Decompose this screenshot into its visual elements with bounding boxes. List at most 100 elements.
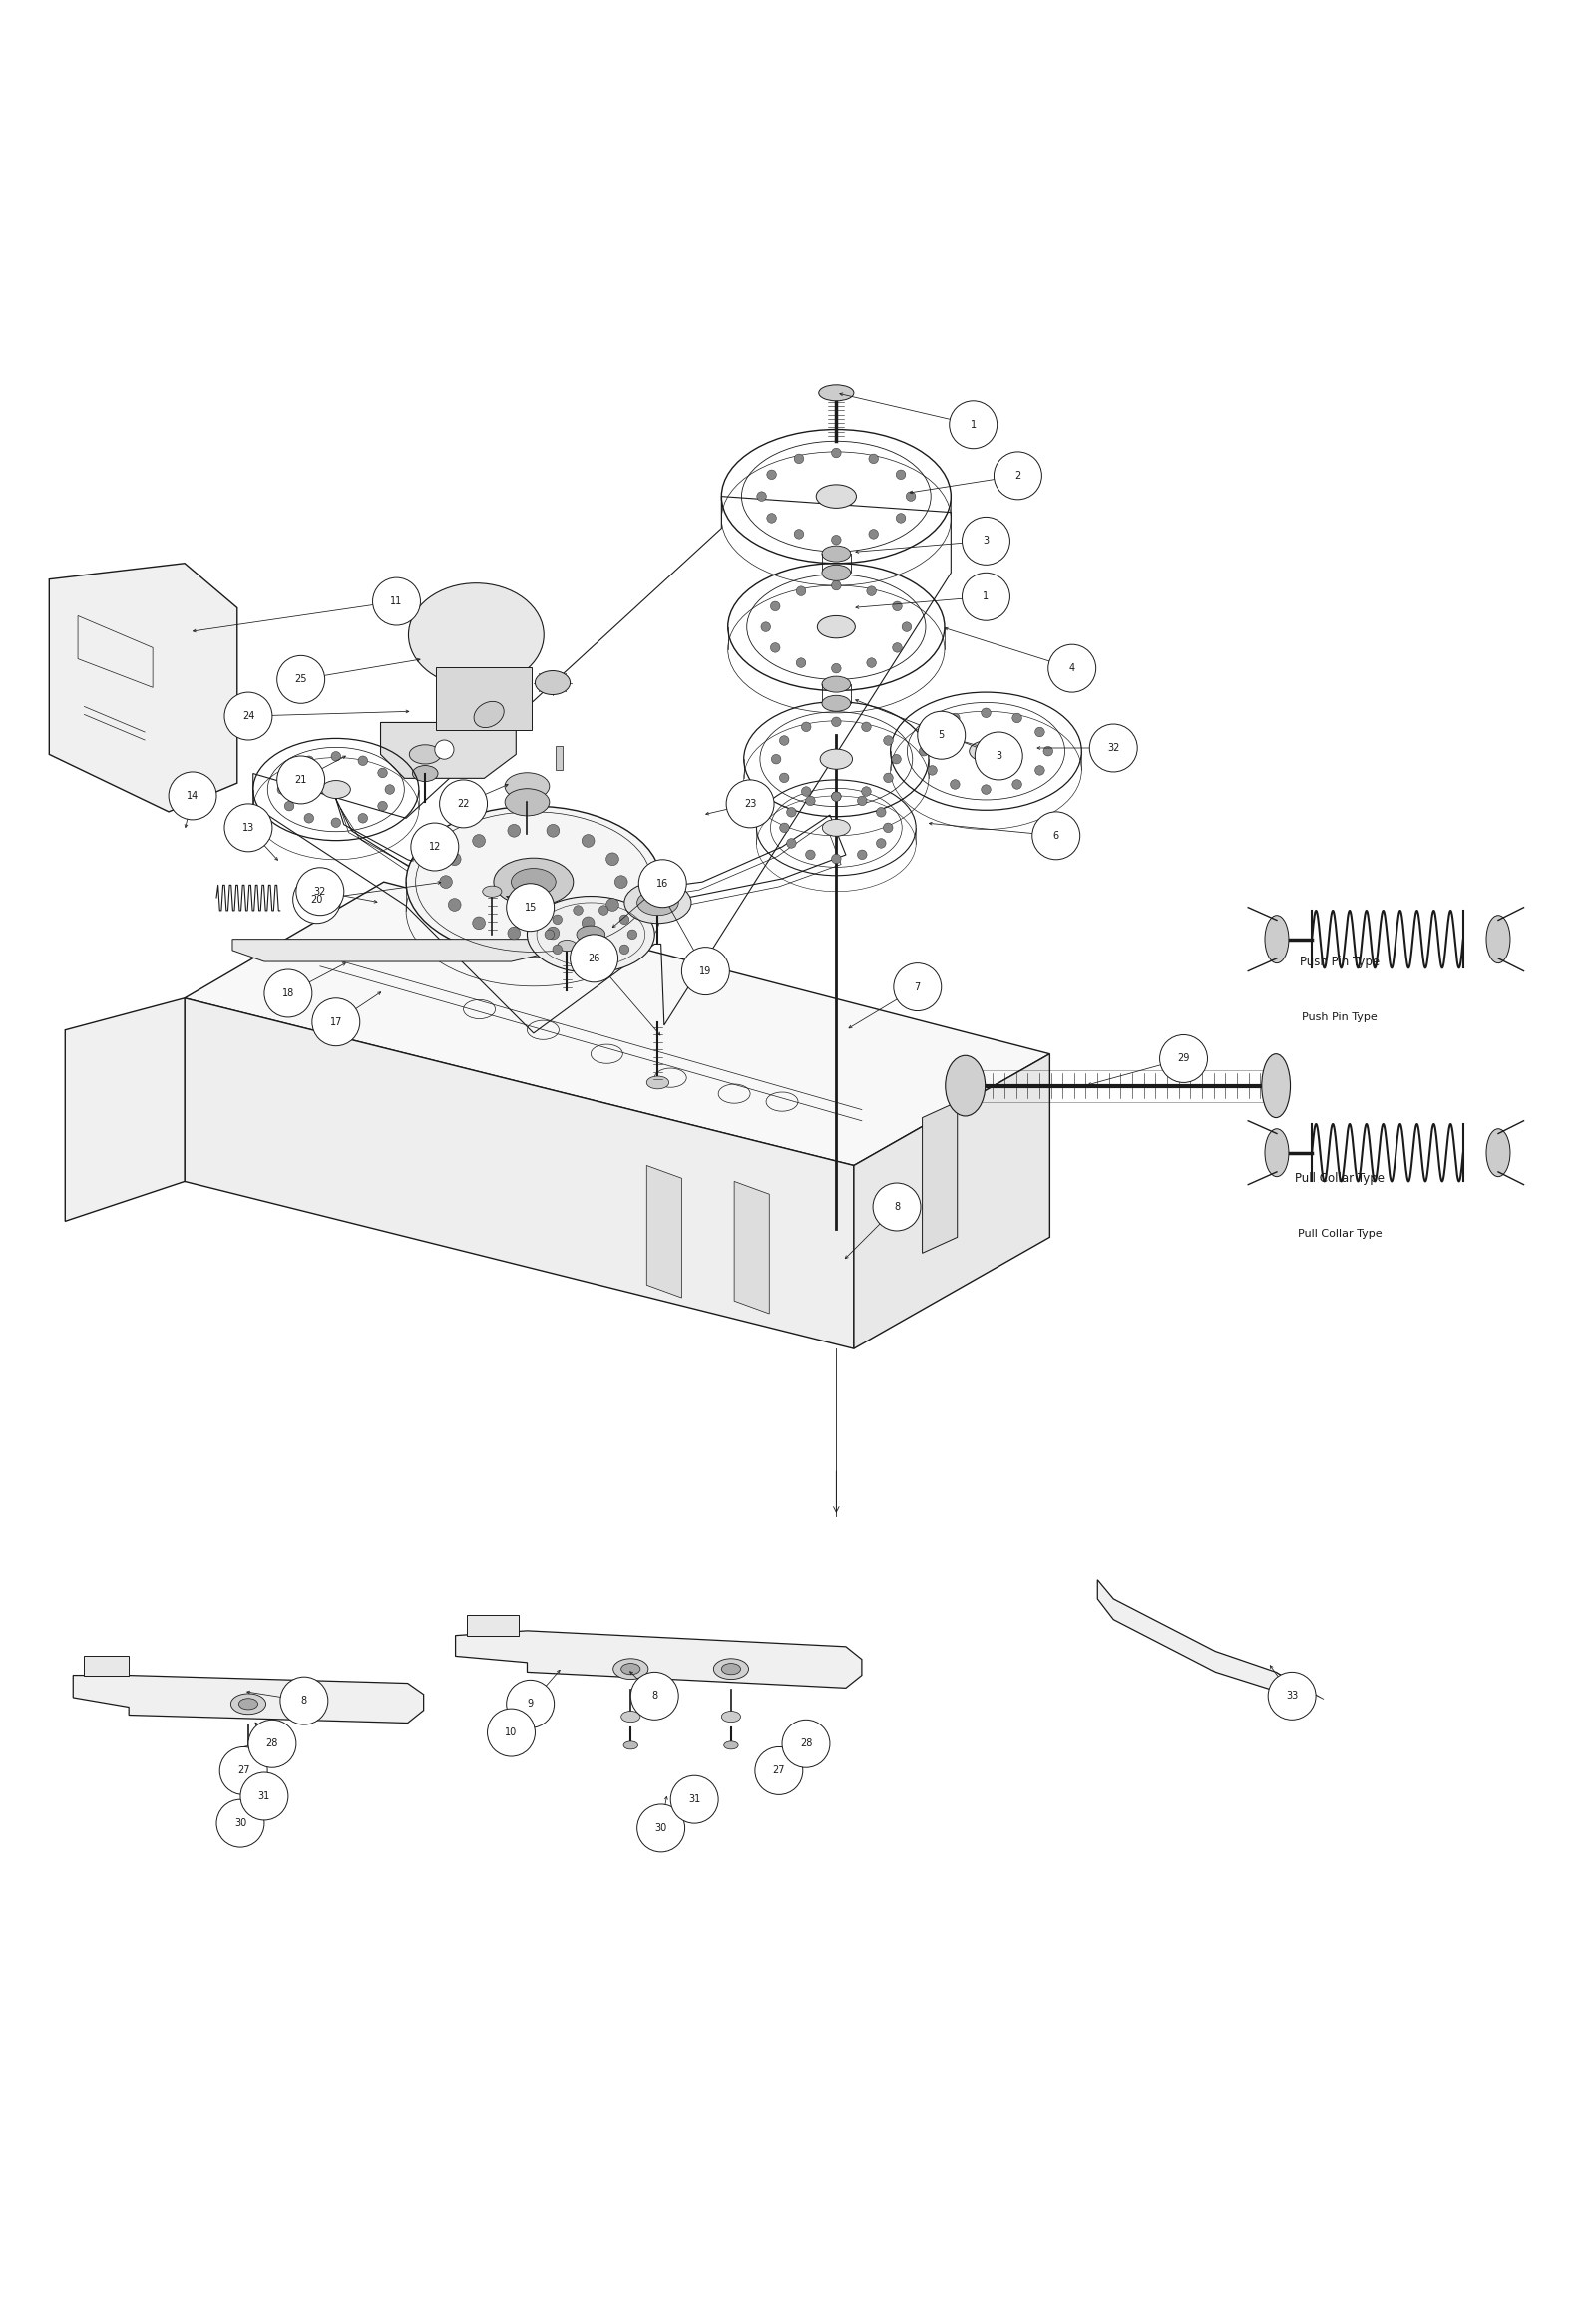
Circle shape (332, 818, 340, 828)
Text: 6: 6 (1053, 830, 1060, 841)
Circle shape (761, 623, 771, 632)
Polygon shape (1098, 1579, 1307, 1708)
Circle shape (779, 736, 788, 745)
Polygon shape (49, 563, 238, 812)
Text: 10: 10 (504, 1727, 517, 1738)
Text: 32: 32 (1108, 743, 1120, 754)
Circle shape (598, 954, 608, 963)
Circle shape (305, 814, 314, 823)
Circle shape (378, 802, 388, 812)
Circle shape (832, 664, 841, 674)
Circle shape (801, 786, 811, 795)
Circle shape (241, 1773, 289, 1821)
Text: 5: 5 (938, 731, 945, 740)
Ellipse shape (527, 897, 654, 972)
Circle shape (782, 1720, 830, 1768)
Polygon shape (1275, 1671, 1323, 1699)
Ellipse shape (725, 1740, 739, 1750)
Circle shape (795, 529, 804, 538)
Polygon shape (185, 883, 1050, 1166)
Polygon shape (85, 1655, 129, 1676)
Circle shape (832, 582, 841, 591)
Ellipse shape (820, 749, 852, 770)
Circle shape (873, 1184, 921, 1230)
Circle shape (757, 492, 766, 501)
Circle shape (862, 722, 871, 731)
Text: 1: 1 (970, 421, 977, 430)
Text: 30: 30 (654, 1823, 667, 1832)
Circle shape (372, 577, 420, 625)
Circle shape (892, 644, 902, 653)
Text: Push Pin Type: Push Pin Type (1299, 954, 1379, 968)
Circle shape (297, 867, 343, 915)
Circle shape (284, 802, 294, 812)
Circle shape (487, 1708, 535, 1756)
Text: 24: 24 (243, 710, 254, 722)
Circle shape (868, 453, 878, 464)
Circle shape (768, 469, 776, 480)
Ellipse shape (504, 772, 549, 800)
Text: 32: 32 (314, 887, 326, 897)
Text: 17: 17 (330, 1016, 342, 1028)
Circle shape (755, 1747, 803, 1796)
Circle shape (169, 772, 217, 821)
Circle shape (1160, 1035, 1208, 1083)
Circle shape (867, 658, 876, 667)
Circle shape (278, 655, 326, 703)
Text: 12: 12 (429, 841, 440, 853)
Ellipse shape (239, 1747, 259, 1756)
Circle shape (598, 906, 608, 915)
Circle shape (606, 899, 619, 910)
Circle shape (927, 766, 937, 775)
Ellipse shape (624, 883, 691, 924)
Circle shape (225, 805, 273, 851)
Circle shape (278, 756, 326, 805)
Circle shape (884, 736, 894, 745)
Text: 7: 7 (915, 982, 921, 991)
Text: 28: 28 (800, 1738, 812, 1750)
Ellipse shape (405, 807, 661, 959)
Polygon shape (466, 1614, 519, 1635)
Circle shape (1267, 1671, 1315, 1720)
Circle shape (876, 807, 886, 816)
Polygon shape (436, 667, 531, 731)
Text: 15: 15 (523, 904, 536, 913)
Circle shape (950, 400, 998, 448)
Text: 4: 4 (1069, 664, 1076, 674)
Ellipse shape (321, 782, 351, 798)
Circle shape (771, 602, 780, 612)
Circle shape (892, 602, 902, 612)
Circle shape (868, 529, 878, 538)
Polygon shape (922, 1101, 958, 1253)
Circle shape (832, 717, 841, 726)
Text: 8: 8 (651, 1692, 658, 1701)
Circle shape (1090, 724, 1138, 772)
Ellipse shape (969, 740, 1002, 761)
Circle shape (619, 945, 629, 954)
Circle shape (1049, 644, 1096, 692)
Circle shape (583, 835, 595, 846)
Polygon shape (380, 722, 516, 779)
Text: 27: 27 (772, 1766, 785, 1775)
Circle shape (249, 1720, 297, 1768)
Circle shape (902, 623, 911, 632)
Circle shape (508, 926, 520, 940)
Circle shape (681, 947, 729, 995)
Text: 33: 33 (1286, 1692, 1298, 1701)
Circle shape (1044, 747, 1053, 756)
Ellipse shape (557, 940, 576, 952)
Ellipse shape (621, 1710, 640, 1722)
Circle shape (630, 1671, 678, 1720)
Ellipse shape (409, 745, 440, 763)
Ellipse shape (493, 858, 573, 906)
Circle shape (895, 469, 905, 480)
Ellipse shape (1261, 1053, 1290, 1117)
Ellipse shape (482, 885, 501, 897)
Circle shape (313, 998, 359, 1046)
Circle shape (472, 835, 485, 846)
Circle shape (448, 853, 461, 864)
Polygon shape (734, 1182, 769, 1313)
Text: 26: 26 (587, 954, 600, 963)
Circle shape (771, 644, 780, 653)
Ellipse shape (646, 1076, 669, 1090)
